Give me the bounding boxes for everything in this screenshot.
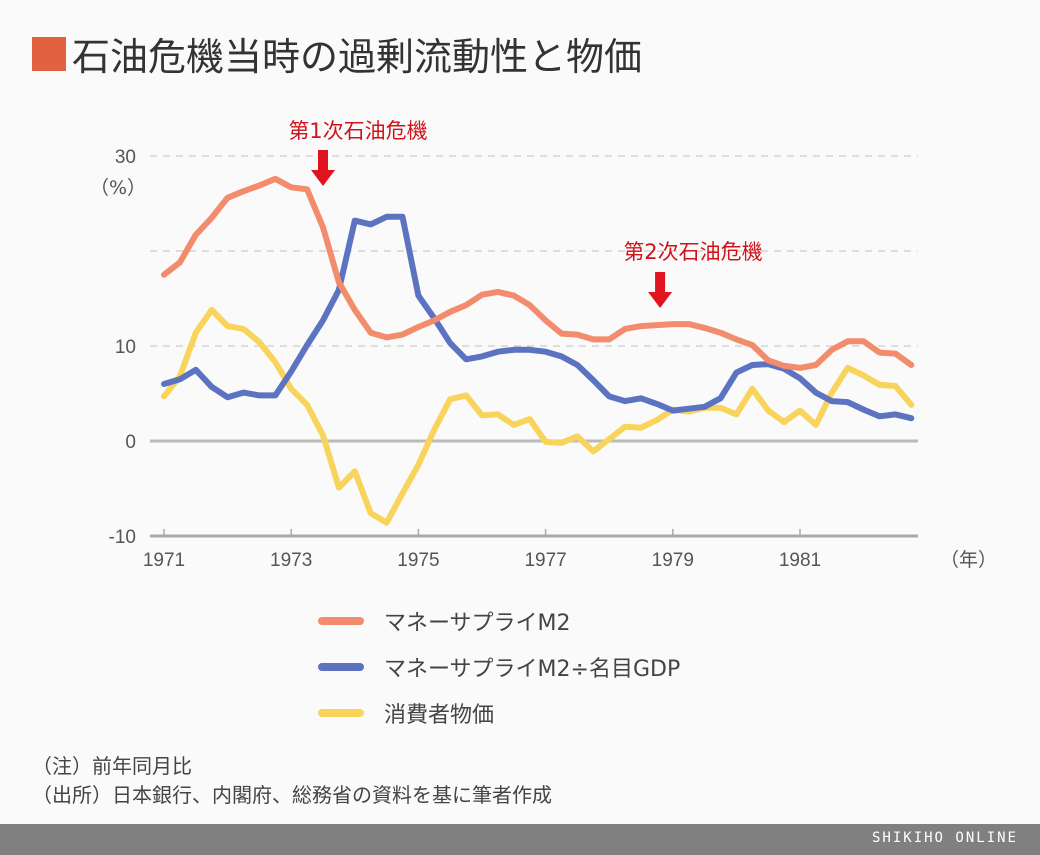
x-tick-label: 1979 [652, 550, 694, 571]
x-tick-label: 1973 [270, 550, 312, 571]
x-tick-label: 1981 [779, 550, 821, 571]
arrow-down-icon [648, 272, 673, 308]
source-text: （出所）日本銀行、内閣府、総務省の資料を基に筆者作成 [32, 783, 552, 807]
x-tick-label: 1975 [397, 550, 439, 571]
legend-label: マネーサプライM2 [384, 611, 571, 636]
arrow-down-icon [311, 150, 335, 186]
title-text: 石油危機当時の過剰流動性と物価 [72, 35, 643, 79]
annotation-label: 第1次石油危機 [288, 119, 427, 143]
series-line-0 [161, 175, 915, 371]
footer-brand: SHIKIHO ONLINE [871, 830, 1018, 846]
annotation-label: 第2次石油危機 [623, 240, 762, 264]
legend-label: マネーサプライM2÷名目GDP [384, 657, 681, 682]
x-tick-label: 1977 [524, 550, 566, 571]
chart-title: 石油危機当時の過剰流動性と物価 [32, 26, 642, 81]
legend-item-m2-gdp: マネーサプライM2÷名目GDP [318, 644, 680, 690]
legend-swatch [318, 663, 364, 671]
y-tick-label: 0 [125, 432, 136, 453]
series-line-1 [161, 213, 915, 422]
title-marker [32, 36, 66, 71]
x-axis-unit: （年） [940, 549, 997, 571]
footer-bar: SHIKIHO ONLINE [0, 824, 1040, 855]
x-tick-label: 1971 [143, 550, 185, 571]
series-line-2 [161, 306, 915, 526]
legend-label: 消費者物価 [384, 703, 495, 728]
legend-item-m2: マネーサプライM2 [318, 598, 680, 644]
note-text: （注）前年同月比 [32, 754, 192, 778]
line-chart: 1971 1973 1975 1977 1979 1981 -10 0 10 30 （%） （年） 第1… [90, 119, 997, 571]
legend: マネーサプライM2 マネーサプライM2÷名目GDP 消費者物価 [318, 598, 680, 736]
legend-swatch [318, 617, 364, 625]
y-tick-label: -10 [109, 527, 136, 548]
y-tick-label: 10 [115, 337, 136, 358]
legend-swatch [318, 709, 364, 717]
legend-item-cpi: 消費者物価 [318, 690, 680, 736]
y-axis-unit: （%） [90, 177, 146, 199]
y-tick-label: 30 [115, 147, 136, 168]
notes: （注）前年同月比 （出所）日本銀行、内閣府、総務省の資料を基に筆者作成 [32, 752, 552, 810]
